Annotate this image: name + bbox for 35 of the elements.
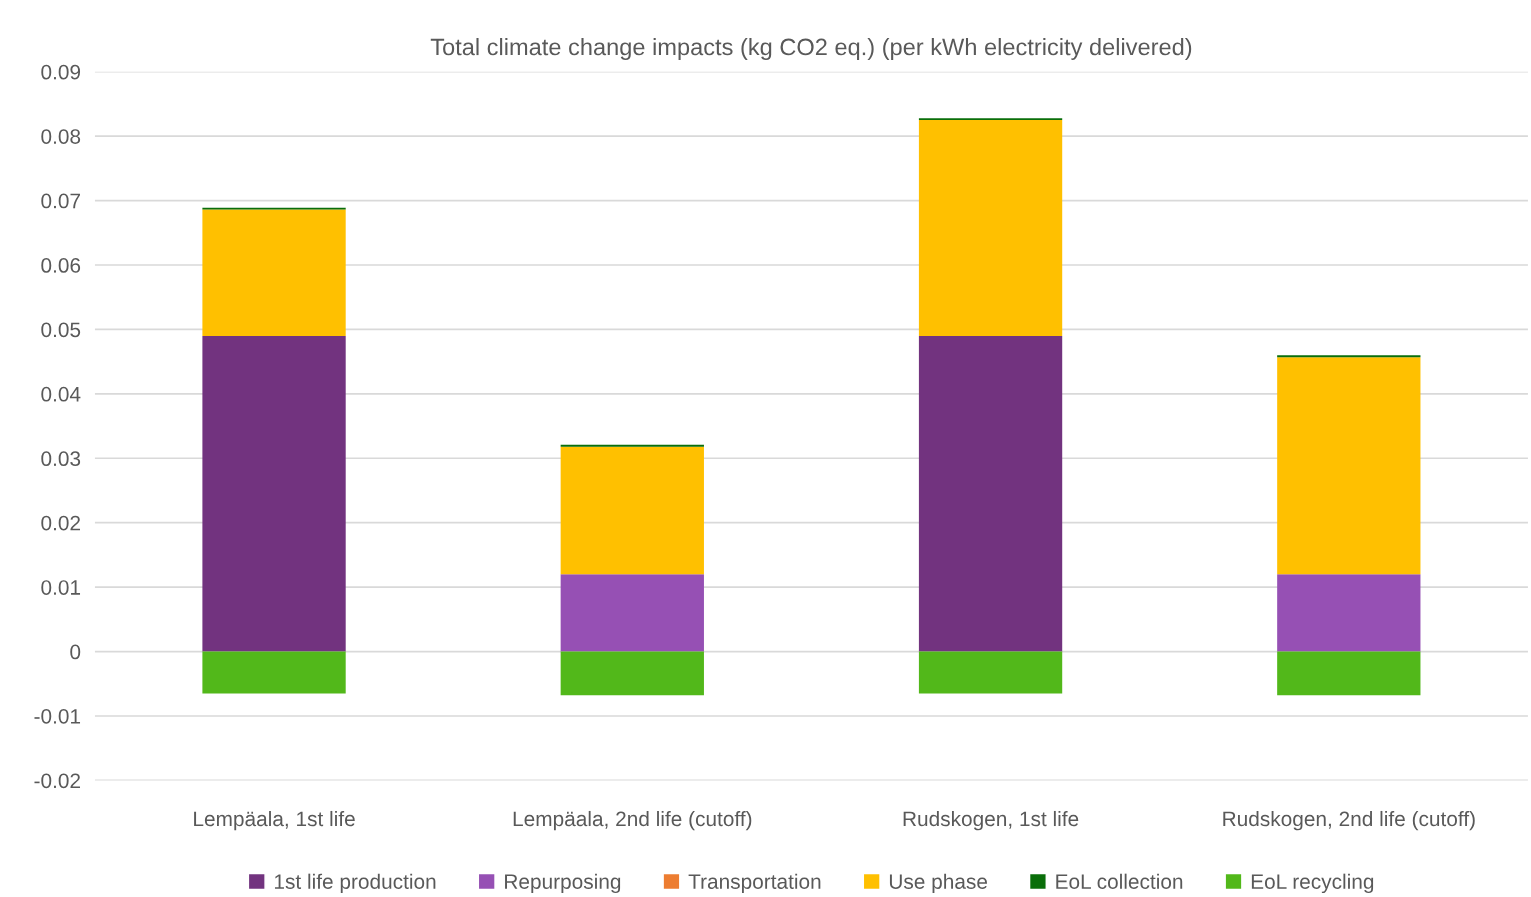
x-tick-label: Lempäala, 2nd life (cutoff)	[513, 810, 752, 831]
y-tick-label: 0.01	[41, 580, 81, 595]
legend-label: 1st life production	[274, 873, 436, 894]
y-tick-label: 0.02	[41, 515, 80, 531]
bar	[918, 120, 1063, 336]
y-tick-label: -0.02	[34, 773, 80, 789]
y-tick-label: 0.05	[41, 322, 81, 338]
bar	[918, 651, 1063, 694]
bar	[918, 335, 1063, 652]
bar	[560, 574, 704, 652]
x-tick-label: Rudskogen, 1st life	[903, 810, 1079, 831]
bar	[202, 335, 346, 652]
bar	[560, 446, 704, 575]
y-tick-label: 0.08	[41, 129, 81, 144]
y-tick-label: -0.01	[34, 708, 81, 724]
bar	[1277, 574, 1421, 652]
chart-title: Total climate change impacts (kg CO2 eq.) (per kWh electricity delivered)	[430, 37, 1192, 60]
y-tick-label: 0.06	[41, 258, 81, 273]
x-tick-label: Lempäala, 1st life	[194, 810, 355, 831]
bar	[202, 209, 346, 336]
bar	[560, 651, 704, 696]
x-tick-label: Rudskogen, 2nd life (cutoff)	[1223, 810, 1475, 831]
legend-label: EoL recycling	[1251, 873, 1374, 894]
bar	[1277, 651, 1421, 696]
legend-label: Repurposing	[505, 873, 621, 894]
legend-label: EoL collection	[1056, 873, 1183, 889]
y-tick-label: 0.03	[41, 451, 81, 467]
bar	[202, 651, 346, 694]
bar	[1277, 357, 1421, 575]
legend-label: Transportation	[688, 873, 821, 894]
y-tick-label: 0	[70, 644, 81, 660]
y-tick-label: 0.07	[41, 193, 80, 209]
y-tick-label: 0.04	[41, 386, 81, 402]
y-tick-label: 0.09	[41, 64, 81, 80]
legend-label: Use phase	[889, 873, 988, 894]
